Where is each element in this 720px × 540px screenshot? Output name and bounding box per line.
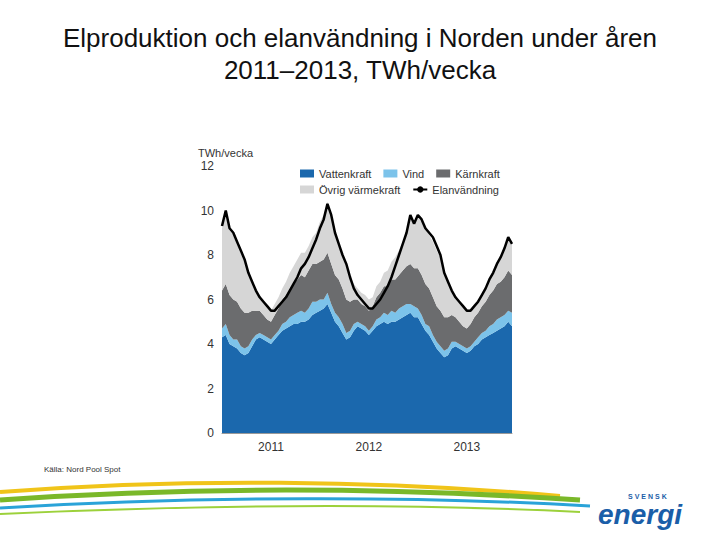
svg-text:Vind: Vind: [402, 168, 424, 180]
svg-text:Elanvändning: Elanvändning: [432, 184, 499, 196]
svg-text:12: 12: [201, 159, 215, 173]
svg-text:0: 0: [207, 426, 214, 440]
svg-text:2013: 2013: [453, 440, 480, 454]
html-text:energi: energi: [598, 499, 682, 530]
svg-text:TWh/vecka: TWh/vecka: [198, 147, 254, 159]
svg-text:Kärnkraft: Kärnkraft: [455, 168, 500, 180]
html-text:SVENSK: SVENSK: [628, 493, 669, 500]
html-text:Källa: Nord Pool Spot: Källa: Nord Pool Spot: [44, 465, 121, 474]
html-text:Elproduktion och elanvändning: Elproduktion och elanvändning i Norden u…: [63, 23, 657, 85]
svg-text:2: 2: [207, 382, 214, 396]
svg-text:8: 8: [207, 248, 214, 262]
svg-text:Vattenkraft: Vattenkraft: [319, 168, 371, 180]
svg-text:Övrig värmekraft: Övrig värmekraft: [319, 184, 400, 196]
svg-text:10: 10: [201, 204, 215, 218]
svg-text:2011: 2011: [258, 440, 284, 454]
svg-text:6: 6: [207, 293, 214, 307]
svg-text:4: 4: [207, 337, 214, 351]
svg-text:2012: 2012: [356, 440, 383, 454]
